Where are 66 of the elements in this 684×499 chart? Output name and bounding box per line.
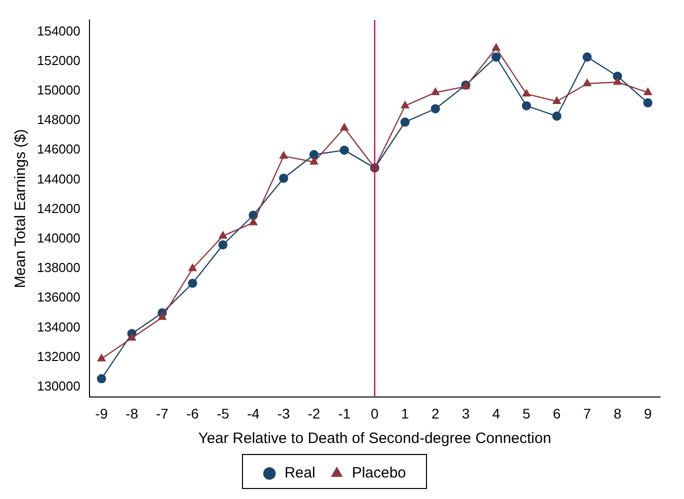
- point: [188, 278, 198, 288]
- x-tick-label: 1: [401, 405, 410, 422]
- x-tick-label: -4: [247, 405, 260, 422]
- y-tick-label: 136000: [36, 290, 80, 305]
- y-tick-label: 154000: [36, 23, 80, 38]
- y-tick-label: 140000: [36, 230, 80, 246]
- point: [309, 150, 319, 160]
- point: [158, 312, 166, 320]
- point: [400, 101, 410, 108]
- point: [430, 104, 440, 114]
- point: [340, 123, 348, 131]
- point: [492, 52, 501, 62]
- point: [644, 88, 652, 96]
- point: [188, 264, 197, 272]
- y-tick-label: 150000: [36, 82, 80, 98]
- x-tick-label: 8: [614, 405, 622, 422]
- point: [643, 98, 652, 108]
- x-tick-label: 4: [492, 405, 500, 422]
- x-tick-label: -2: [308, 405, 320, 422]
- x-tick-label: -3: [277, 405, 290, 422]
- x-tick-label: -8: [126, 405, 138, 422]
- y-tick-label: 132000: [36, 348, 80, 364]
- point: [400, 117, 410, 127]
- point: [522, 89, 531, 97]
- y-tick-label: 152000: [36, 52, 80, 68]
- point: [249, 218, 258, 226]
- point: [522, 101, 532, 110]
- x-tick-label: 9: [644, 405, 652, 422]
- point: [218, 231, 227, 239]
- point: [552, 112, 562, 121]
- point: [583, 79, 592, 86]
- x-tick-label: 3: [462, 405, 470, 422]
- legend-label: Placebo: [352, 464, 406, 482]
- x-tick-label: 0: [370, 405, 379, 422]
- x-tick-label: 7: [583, 405, 592, 422]
- y-axis-title: Mean Total Earnings ($): [12, 129, 30, 288]
- x-tick-label: -6: [186, 405, 200, 422]
- y-tick-label: 134000: [36, 319, 80, 334]
- x-axis-title: Year Relative to Death of Second-degree Connection: [198, 430, 552, 448]
- point: [613, 78, 622, 85]
- point: [97, 354, 106, 362]
- y-tick-label: 146000: [36, 142, 80, 157]
- point: [310, 157, 318, 165]
- legend-label: Real: [284, 464, 316, 482]
- y-tick-label: 148000: [36, 112, 80, 128]
- x-tick-label: 6: [552, 405, 561, 422]
- point: [492, 44, 500, 51]
- x-tick-label: -1: [338, 405, 351, 422]
- y-tick-label: 142000: [36, 200, 80, 216]
- point: [96, 374, 106, 384]
- x-tick-label: -9: [95, 405, 108, 422]
- y-tick-label: 138000: [36, 260, 80, 276]
- point: [582, 52, 592, 62]
- x-tick-label: 2: [431, 405, 440, 422]
- point: [431, 88, 440, 96]
- x-tick-label: -7: [156, 405, 169, 422]
- point: [279, 174, 288, 183]
- y-tick-label: 144000: [36, 171, 80, 186]
- x-tick-label: 5: [522, 405, 531, 422]
- point: [340, 146, 349, 155]
- point: [552, 96, 561, 104]
- point: [280, 151, 288, 159]
- x-tick-label: -5: [216, 405, 230, 422]
- y-tick-label: 130000: [36, 378, 80, 394]
- point: [128, 333, 136, 341]
- point: [218, 240, 228, 250]
